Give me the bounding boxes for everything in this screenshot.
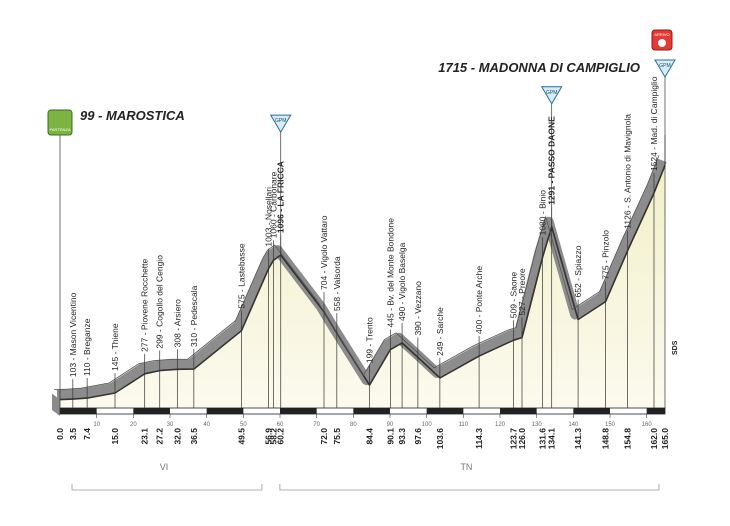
km-tick-label: 80: [350, 422, 357, 428]
km-label: 32.0: [172, 428, 182, 445]
km-tick-label: 110: [459, 422, 469, 428]
region-label: VI: [160, 462, 169, 472]
finish-note: SDS: [672, 340, 679, 355]
km-label: 36.5: [189, 428, 199, 445]
km-label: 141.3: [573, 428, 583, 450]
gpm-marker: [654, 59, 676, 78]
finish-badge-text: ARRIVO: [654, 32, 669, 37]
waypoint-label: 310 - Pedescala: [189, 285, 199, 347]
waypoint-label: 490 - Vigolo Baselga: [397, 242, 407, 321]
waypoint-label: 445 - Bv. del Monte Bondone: [385, 218, 395, 328]
km-tick-label: 10: [93, 422, 100, 428]
region-label: TN: [460, 462, 472, 472]
km-label: 148.8: [601, 428, 611, 450]
km-label: 126.0: [517, 428, 527, 450]
waypoint-label: 1126 - S. Antonio di Mavignola: [623, 114, 633, 229]
waypoint-label: 103 - Mason Vicentino: [68, 292, 78, 377]
waypoint-label: 558 - Valsorda: [332, 256, 342, 311]
gpm-marker: [540, 86, 563, 105]
waypoint-label: 145 - Thiene: [110, 323, 120, 371]
km-label: 84.4: [364, 428, 374, 445]
km-label: 90.1: [385, 428, 395, 445]
km-tick-label: 150: [605, 422, 616, 428]
km-tick-label: 50: [240, 422, 247, 428]
gpm-label: GPM: [275, 118, 286, 124]
km-tick-label: 100: [422, 422, 433, 428]
waypoint-label: 249 - Sarche: [435, 307, 445, 356]
waypoint-label: 1003 - Nosellari: [264, 187, 274, 247]
km-label: 123.7: [509, 428, 519, 450]
region-bracket: [71, 484, 263, 491]
km-tick-label: 20: [130, 422, 137, 428]
waypoint-label: 110 - Breganze: [82, 318, 92, 376]
km-tick-label: 140: [568, 422, 579, 428]
km-tick-label: 40: [203, 422, 210, 428]
waypoint-label: 704 - Vigolo Vattaro: [319, 215, 329, 290]
km-segment: [426, 408, 464, 414]
finish-badge-icon: [658, 39, 666, 47]
km-label: 165.0: [660, 428, 670, 450]
waypoint-label: 652 - Spiazzo: [573, 245, 583, 297]
km-label: 72.0: [319, 428, 329, 445]
km-segment: [280, 408, 317, 414]
km-segment: [60, 408, 97, 414]
km-segment: [646, 408, 665, 414]
gpm-label: GPM: [659, 63, 670, 69]
waypoint-label: 775 - Pinzolo: [601, 230, 611, 280]
km-label: 7.4: [82, 428, 92, 440]
km-segment: [500, 408, 537, 414]
start-badge-text: PARTENZA: [50, 127, 71, 132]
gpm-label: GPM: [546, 90, 557, 96]
km-label: 0.0: [55, 428, 65, 440]
km-tick-label: 30: [167, 422, 174, 428]
waypoint-label: 509 - Saone: [509, 272, 519, 319]
km-label: 56.9: [264, 428, 274, 445]
waypoint-label: 1080 - Binio: [538, 190, 548, 236]
start-label: 99 - MAROSTICA: [80, 108, 185, 123]
km-label: 3.5: [68, 428, 78, 440]
km-label: 58.2: [268, 428, 278, 445]
km-tick-label: 90: [387, 422, 394, 428]
km-tick-label: 60: [277, 422, 284, 428]
km-label: 97.6: [413, 428, 423, 445]
waypoint-label: 1524 - Mad. di Campiglio: [649, 76, 659, 171]
km-label: 60.2: [276, 428, 286, 445]
km-segment: [353, 408, 390, 414]
km-tick-label: 160: [642, 422, 653, 428]
km-tick-label: 70: [313, 422, 320, 428]
km-label: 162.0: [649, 428, 659, 450]
km-label: 103.6: [435, 428, 445, 450]
region-bracket: [279, 484, 660, 491]
km-label: 75.5: [332, 428, 342, 445]
start-badge: [47, 109, 73, 136]
waypoint-label: 299 - Cogollo del Cengio: [155, 255, 165, 349]
km-label: 131.6: [538, 428, 548, 450]
waypoint-label: 199 - Trento: [364, 317, 374, 363]
waypoint-label: 277 - Piovene Rocchette: [140, 258, 150, 351]
km-label: 114.3: [474, 428, 484, 449]
km-label: 23.1: [140, 428, 150, 445]
finish-label: 1715 - MADONNA DI CAMPIGLIO: [438, 60, 640, 75]
gpm-marker: [269, 114, 292, 134]
km-label: 49.5: [237, 428, 247, 445]
km-tick-label: 120: [495, 422, 506, 428]
waypoint-label: 527 - Preore: [517, 268, 527, 316]
km-label: 154.8: [623, 428, 633, 450]
km-label: 15.0: [110, 428, 120, 445]
waypoint-label: 308 - Arsiero: [172, 299, 182, 347]
km-segment: [573, 408, 610, 414]
waypoint-label: 1060 - Carbonare: [268, 171, 278, 238]
km-segment: [133, 408, 170, 414]
km-label: 27.2: [155, 428, 165, 445]
km-segment: [206, 408, 244, 414]
waypoint-label: 575 - Lastebasse: [237, 243, 247, 308]
waypoint-label: 400 - Ponte Arche: [474, 266, 484, 334]
km-label: 93.3: [397, 428, 407, 445]
km-tick-label: 130: [532, 422, 543, 428]
km-label: 134.1: [547, 428, 557, 450]
waypoint-label: 390 - Vezzano: [413, 281, 423, 336]
profile-top-edge: [53, 155, 660, 390]
